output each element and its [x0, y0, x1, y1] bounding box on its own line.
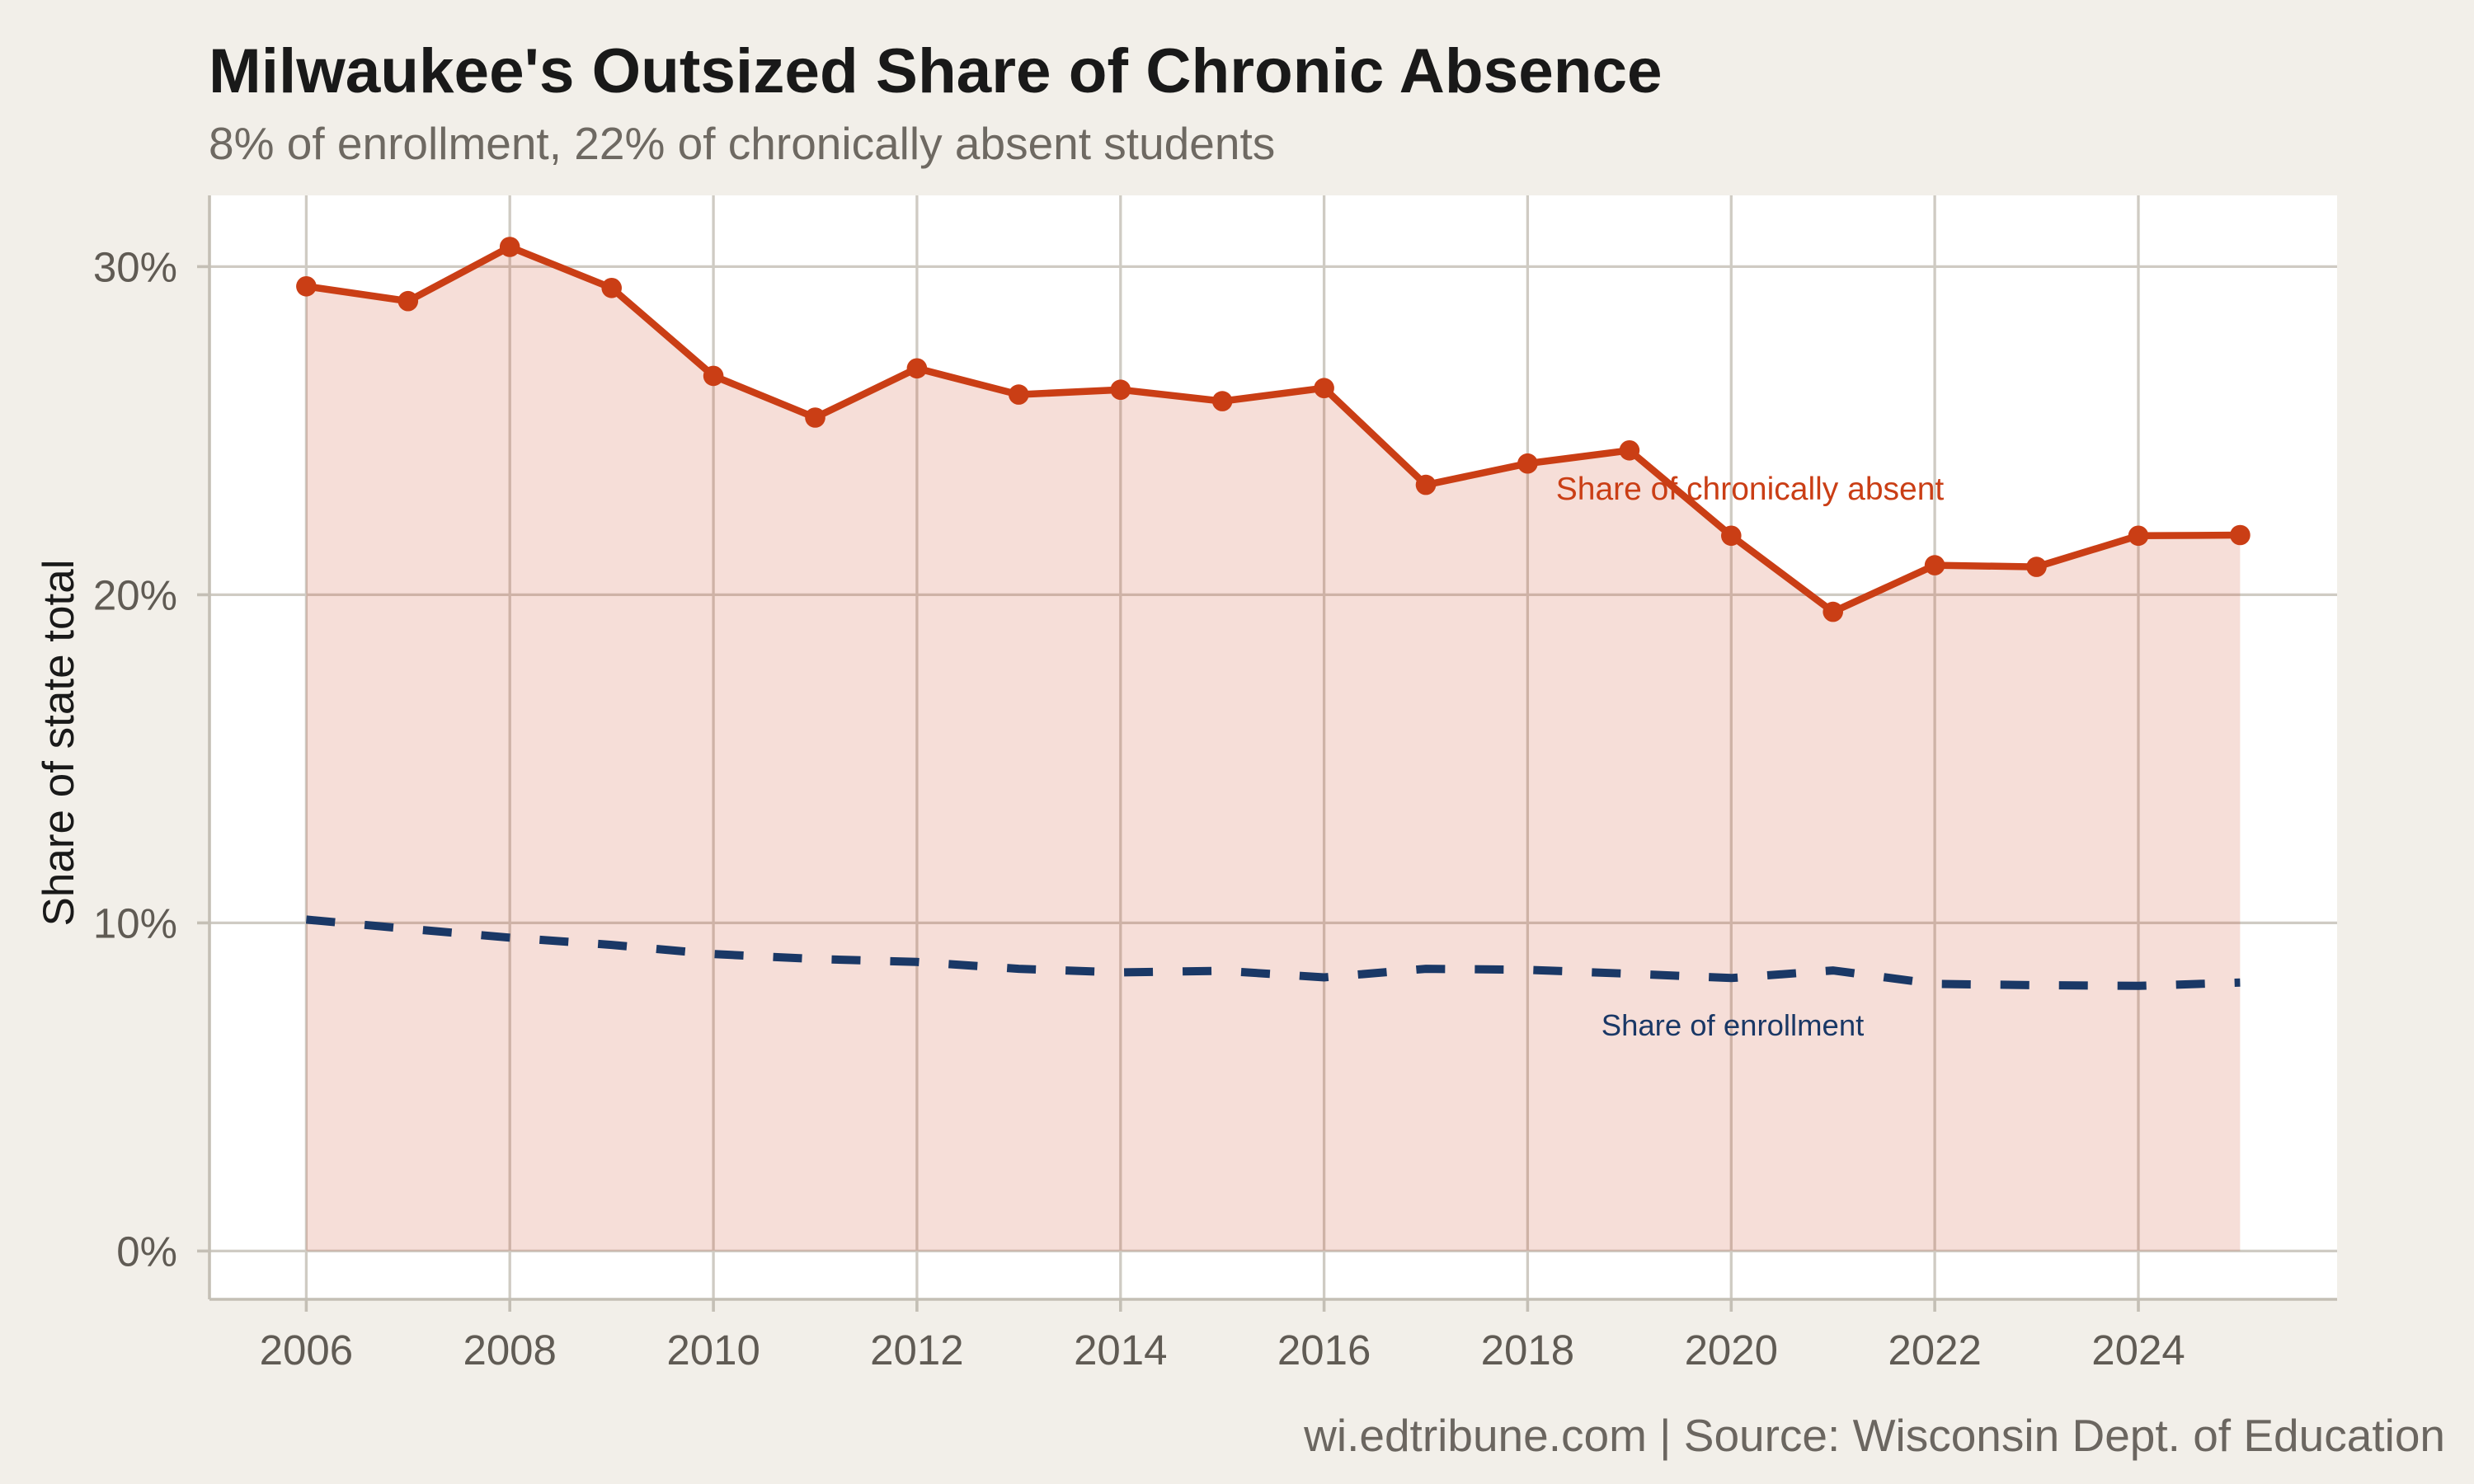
svg-text:2012: 2012 — [870, 1327, 963, 1374]
svg-text:Share of enrollment: Share of enrollment — [1602, 1008, 1865, 1042]
svg-text:Share of chronically absent: Share of chronically absent — [1556, 472, 1945, 507]
svg-text:2022: 2022 — [1888, 1327, 1981, 1374]
svg-text:2006: 2006 — [260, 1327, 353, 1374]
svg-text:Milwaukee's Outsized Share of: Milwaukee's Outsized Share of Chronic Ab… — [209, 36, 1663, 106]
svg-text:Share of state total: Share of state total — [35, 560, 83, 927]
svg-text:30%: 30% — [93, 243, 177, 290]
svg-text:2020: 2020 — [1685, 1327, 1778, 1374]
svg-text:10%: 10% — [93, 899, 177, 946]
svg-text:wi.edtribune.com | Source: Wis: wi.edtribune.com | Source: Wisconsin Dep… — [1303, 1410, 2445, 1461]
svg-text:2024: 2024 — [2091, 1327, 2185, 1374]
svg-text:2016: 2016 — [1277, 1327, 1371, 1374]
svg-text:2008: 2008 — [463, 1327, 556, 1374]
svg-text:0%: 0% — [116, 1228, 177, 1275]
svg-text:2014: 2014 — [1074, 1327, 1167, 1374]
svg-text:2018: 2018 — [1481, 1327, 1574, 1374]
svg-text:20%: 20% — [93, 571, 177, 618]
svg-text:8% of enrollment, 22% of chron: 8% of enrollment, 22% of chronically abs… — [209, 118, 1275, 169]
svg-text:2010: 2010 — [666, 1327, 760, 1374]
